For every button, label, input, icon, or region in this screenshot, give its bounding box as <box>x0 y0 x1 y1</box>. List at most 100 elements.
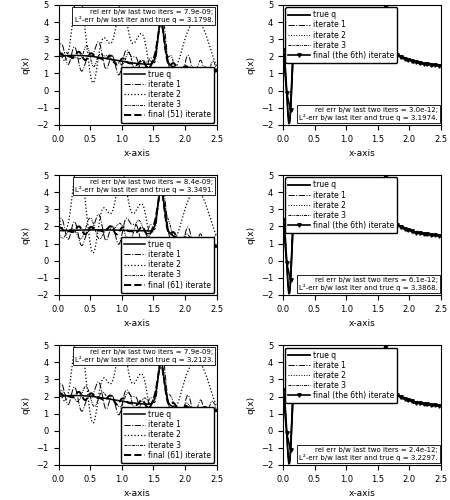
final (51) iterate <box>214 66 219 72</box>
iterate 3 <box>435 62 441 68</box>
iterate 1 <box>211 71 216 77</box>
iterate 3 <box>158 20 163 26</box>
final (the 6th) iterate <box>379 24 384 30</box>
Line: iterate 2: iterate 2 <box>58 328 216 431</box>
final (the 6th) iterate <box>284 260 289 266</box>
true q <box>280 388 286 394</box>
final (the 6th) iterate <box>410 228 415 234</box>
iterate 3 <box>211 399 216 405</box>
iterate 1 <box>141 416 147 422</box>
final (the 6th) iterate <box>326 214 331 220</box>
final (the 6th) iterate <box>432 232 438 237</box>
final (the 6th) iterate <box>280 217 286 223</box>
Line: iterate 2: iterate 2 <box>58 0 216 91</box>
final (the 6th) iterate <box>296 210 301 216</box>
iterate 2 <box>287 292 292 298</box>
Text: rel err b/w last two iters = 7.9e-09;
L²-err b/w last iter and true q = 3.2123.: rel err b/w last two iters = 7.9e-09; L²… <box>75 349 213 363</box>
final (the 6th) iterate <box>307 212 312 218</box>
Line: iterate 2: iterate 2 <box>283 176 441 295</box>
final (the 6th) iterate <box>425 60 430 66</box>
iterate 3 <box>435 232 441 238</box>
true q <box>410 228 416 234</box>
true q <box>158 18 163 24</box>
iterate 3 <box>410 58 416 64</box>
final (the 6th) iterate <box>436 403 441 409</box>
iterate 2 <box>366 38 372 44</box>
iterate 1 <box>186 224 191 230</box>
final (the 6th) iterate <box>280 47 286 53</box>
X-axis label: x-axis: x-axis <box>349 490 375 498</box>
final (the 6th) iterate <box>296 40 301 46</box>
final (61) iterate <box>132 402 137 407</box>
final (the 6th) iterate <box>402 396 407 402</box>
true q <box>410 398 416 404</box>
iterate 1 <box>356 44 361 50</box>
iterate 2 <box>186 26 191 32</box>
final (the 6th) iterate <box>375 382 381 388</box>
iterate 1 <box>214 408 219 414</box>
Legend: true q, iterate 1, iterate 2, iterate 3, final (61) iterate: true q, iterate 1, iterate 2, iterate 3,… <box>121 237 214 292</box>
final (the 6th) iterate <box>383 3 388 9</box>
Line: iterate 3: iterate 3 <box>58 24 216 78</box>
final (the 6th) iterate <box>432 62 438 68</box>
final (the 6th) iterate <box>391 46 396 52</box>
Line: iterate 1: iterate 1 <box>283 4 441 122</box>
final (the 6th) iterate <box>322 213 328 219</box>
iterate 3 <box>158 364 163 370</box>
true q <box>438 403 444 409</box>
iterate 1 <box>131 222 136 228</box>
final (the 6th) iterate <box>303 44 308 50</box>
final (61) iterate <box>150 398 155 404</box>
iterate 1 <box>206 258 211 264</box>
iterate 2 <box>131 40 137 46</box>
final (the 6th) iterate <box>402 226 407 232</box>
iterate 2 <box>435 403 441 409</box>
iterate 3 <box>132 226 137 232</box>
iterate 3 <box>132 69 137 75</box>
final (the 6th) iterate <box>371 212 377 218</box>
final (the 6th) iterate <box>371 42 377 48</box>
iterate 2 <box>366 208 372 214</box>
iterate 1 <box>132 54 137 60</box>
final (61) iterate <box>141 399 147 405</box>
iterate 3 <box>382 344 387 350</box>
final (the 6th) iterate <box>394 52 400 58</box>
iterate 2 <box>211 224 216 230</box>
final (the 6th) iterate <box>364 377 369 383</box>
final (the 6th) iterate <box>398 54 404 60</box>
iterate 2 <box>375 214 380 220</box>
iterate 1 <box>131 394 136 400</box>
final (the 6th) iterate <box>436 62 441 68</box>
final (the 6th) iterate <box>387 198 392 204</box>
final (61) iterate <box>56 391 61 397</box>
Line: iterate 2: iterate 2 <box>283 6 441 125</box>
iterate 2 <box>152 258 158 264</box>
iterate 1 <box>356 211 362 217</box>
iterate 2 <box>356 212 362 218</box>
final (the 6th) iterate <box>288 277 293 283</box>
Line: iterate 1: iterate 1 <box>283 344 441 463</box>
iterate 1 <box>159 174 164 180</box>
final (the 6th) iterate <box>315 42 320 48</box>
iterate 2 <box>356 382 362 388</box>
final (the 6th) iterate <box>310 214 316 220</box>
Line: iterate 2: iterate 2 <box>283 346 441 465</box>
true q <box>210 408 216 414</box>
iterate 1 <box>186 52 191 59</box>
iterate 1 <box>132 221 137 227</box>
Line: final (the 6th) iterate: final (the 6th) iterate <box>281 174 441 282</box>
final (the 6th) iterate <box>383 343 388 349</box>
final (51) iterate <box>209 72 214 78</box>
final (the 6th) iterate <box>333 214 339 220</box>
final (the 6th) iterate <box>405 397 411 403</box>
X-axis label: x-axis: x-axis <box>349 319 375 328</box>
final (the 6th) iterate <box>352 220 358 226</box>
iterate 1 <box>366 380 372 386</box>
iterate 3 <box>56 231 61 237</box>
final (61) iterate <box>214 242 219 248</box>
iterate 1 <box>56 389 61 395</box>
iterate 1 <box>382 342 388 347</box>
iterate 1 <box>438 402 444 408</box>
true q <box>132 400 137 406</box>
iterate 2 <box>150 86 156 91</box>
